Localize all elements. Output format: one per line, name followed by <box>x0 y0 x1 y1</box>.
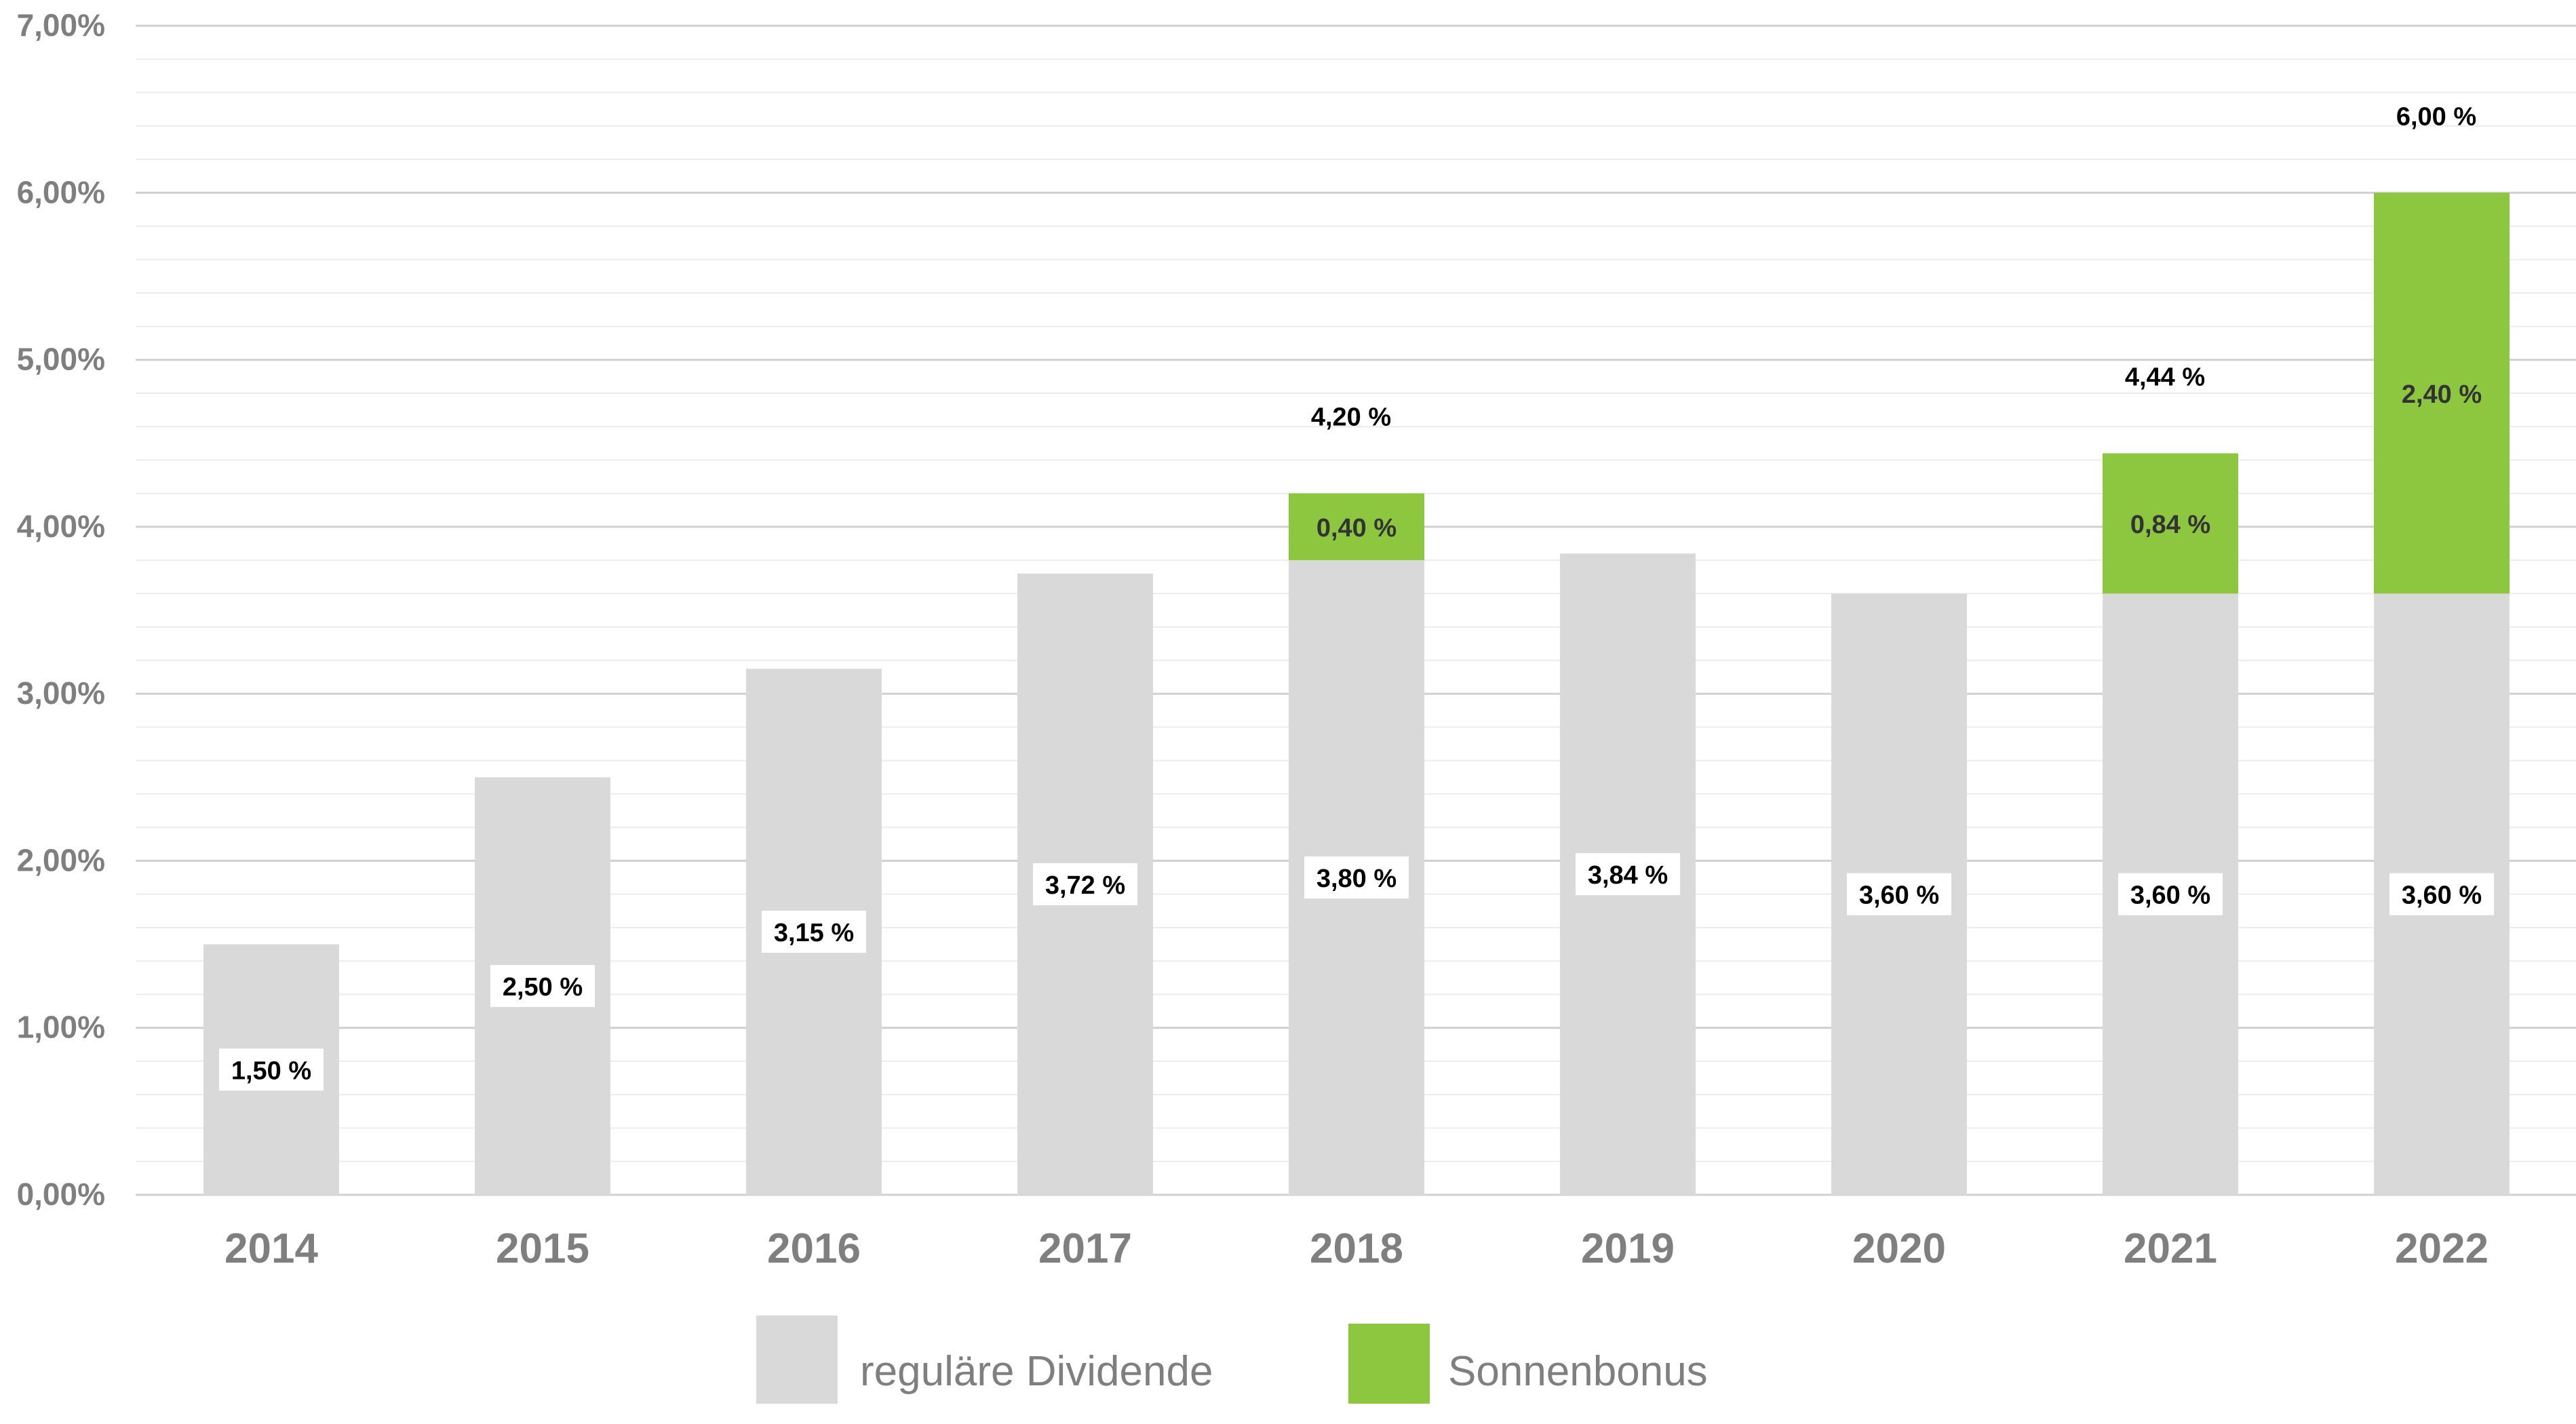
bar-sonnenbonus-2022 <box>2374 193 2510 594</box>
legend-label-regulaere-dividende: reguläre Dividende <box>860 1348 1213 1395</box>
value-label-regulaere-dividende: 3,80 % <box>1316 865 1397 893</box>
x-tick-label: 2021 <box>2124 1225 2217 1272</box>
x-tick-label: 2018 <box>1310 1225 1403 1272</box>
y-axis: 0,00% 1,00% 2,00% 3,00% 4,00% 5,00% 6,00% 7,00% <box>17 7 105 1212</box>
x-tick-label: 2020 <box>1852 1225 1946 1272</box>
value-label-regulaere-dividende: 3,60 % <box>2130 882 2210 910</box>
y-tick-label: 7,00% <box>17 7 105 43</box>
y-tick-label: 0,00% <box>17 1176 105 1212</box>
legend-swatch-regulaere-dividende <box>756 1316 838 1404</box>
value-label-box <box>1576 853 1680 896</box>
value-label-box <box>490 965 595 1008</box>
value-label-regulaere-dividende: 3,60 % <box>2402 882 2482 910</box>
value-label-box <box>2118 873 2223 915</box>
value-label-box <box>1304 856 1409 899</box>
value-label-regulaere-dividende: 3,15 % <box>774 919 854 947</box>
value-label-regulaere-dividende: 1,50 % <box>231 1056 311 1085</box>
value-label-box <box>762 911 866 953</box>
bar-sonnenbonus-2018 <box>1289 493 1424 561</box>
value-label-regulaere-dividende: 3,84 % <box>1588 861 1668 890</box>
value-label-box <box>2389 873 2494 915</box>
x-tick-label: 2019 <box>1581 1225 1675 1272</box>
value-label-box <box>1033 863 1137 905</box>
x-tick-label: 2014 <box>225 1225 318 1272</box>
total-label-2018: 4,20 % <box>1311 403 1391 432</box>
bar-sonnenbonus-2021 <box>2103 453 2238 594</box>
y-tick-label: 2,00% <box>17 842 105 877</box>
total-label-2022: 6,00 % <box>2396 102 2476 131</box>
value-label-sonnenbonus: 0,84 % <box>2130 511 2210 539</box>
value-label-regulaere-dividende: 2,50 % <box>503 973 583 1002</box>
value-label-sonnenbonus: 2,40 % <box>2402 380 2482 409</box>
x-tick-label: 2022 <box>2395 1225 2489 1272</box>
x-tick-label: 2015 <box>496 1225 589 1272</box>
x-tick-label: 2017 <box>1038 1225 1132 1272</box>
value-label-box <box>219 1048 324 1091</box>
value-label-sonnenbonus: 0,40 % <box>1316 514 1397 542</box>
x-axis: 2014 2015 2016 2017 2018 2019 2020 2021 2022 <box>225 1225 2489 1272</box>
total-label-2021: 4,44 % <box>2125 363 2205 391</box>
y-tick-label: 4,00% <box>17 509 105 544</box>
x-tick-label: 2016 <box>767 1225 861 1272</box>
bars: 1,50 % 2,50 % 3,15 % 3,72 % 3,80 % 0,40 % 3,84… <box>203 102 2510 1195</box>
y-tick-label: 3,00% <box>17 675 105 711</box>
value-label-regulaere-dividende: 3,72 % <box>1045 871 1125 900</box>
value-label-box <box>1847 873 1951 915</box>
legend-label-sonnenbonus: Sonnenbonus <box>1448 1348 1708 1395</box>
y-tick-label: 5,00% <box>17 342 105 377</box>
legend: reguläre Dividende Sonnenbonus <box>756 1316 1708 1404</box>
y-tick-label: 1,00% <box>17 1010 105 1045</box>
value-label-regulaere-dividende: 3,60 % <box>1859 882 1939 910</box>
legend-swatch-sonnenbonus <box>1348 1324 1430 1404</box>
y-tick-label: 6,00% <box>17 174 105 210</box>
